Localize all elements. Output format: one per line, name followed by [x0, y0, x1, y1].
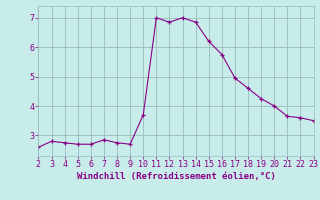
- X-axis label: Windchill (Refroidissement éolien,°C): Windchill (Refroidissement éolien,°C): [76, 172, 276, 181]
